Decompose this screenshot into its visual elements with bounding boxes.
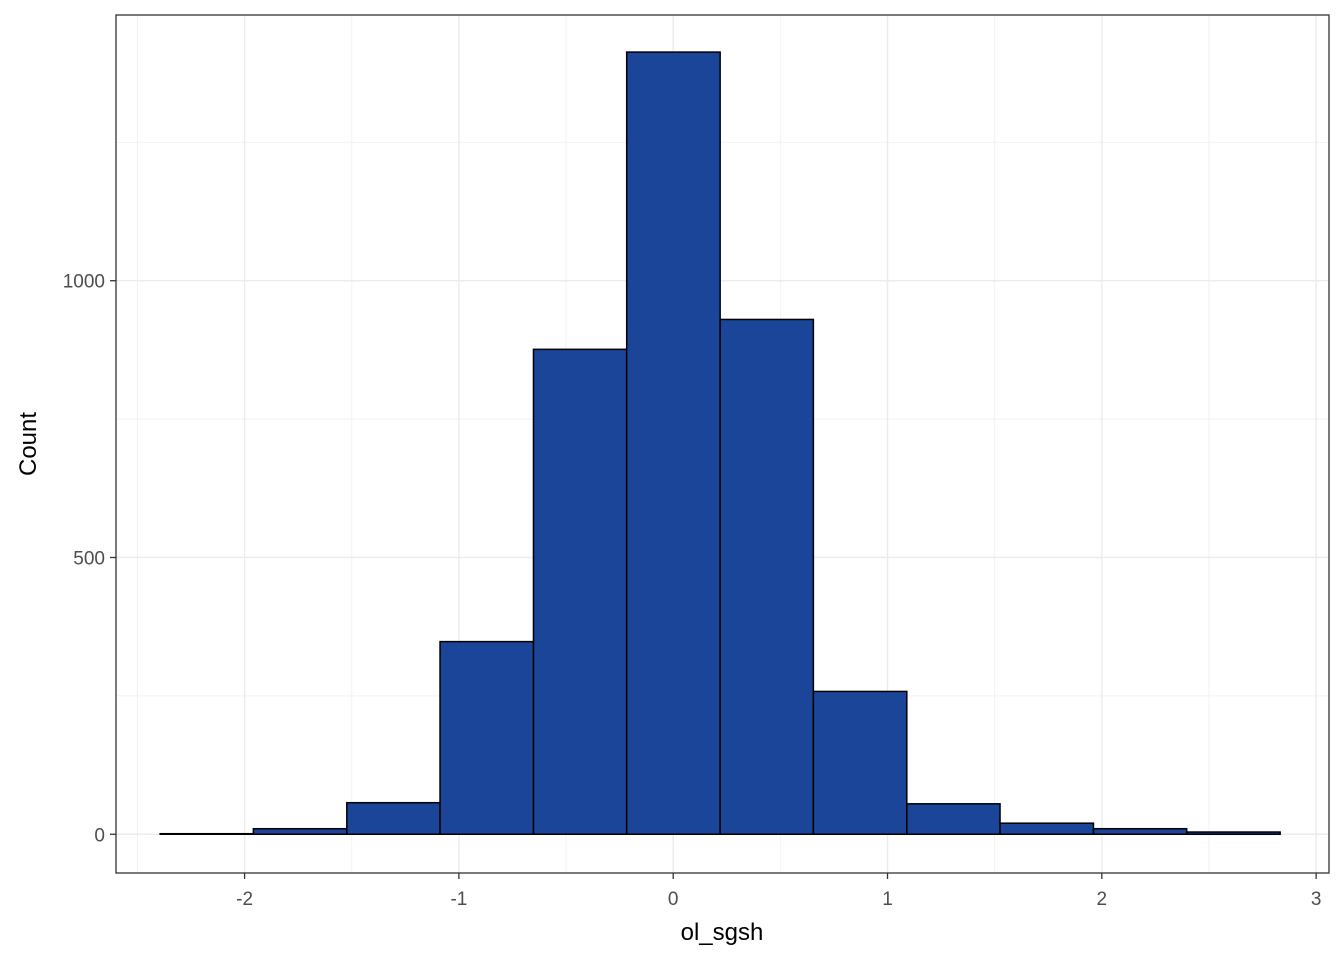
x-tick-label: 1	[882, 889, 893, 910]
x-tick-label: 0	[668, 889, 679, 910]
x-tick-label: 2	[1097, 889, 1108, 910]
histogram-bars	[159, 51, 1281, 836]
histogram-bar	[906, 803, 1001, 836]
histogram-bar	[346, 801, 441, 836]
y-tick-label: 1000	[63, 272, 105, 293]
histogram-bar	[159, 832, 255, 836]
histogram-bar	[439, 640, 535, 836]
histogram-bar	[812, 690, 908, 836]
x-tick-label: -1	[450, 889, 467, 910]
y-tick-label: 0	[94, 825, 105, 846]
y-axis-ticks: 0 500 1000	[63, 272, 116, 846]
histogram-bar	[625, 51, 721, 836]
histogram-bar	[1092, 827, 1188, 836]
histogram-bar	[719, 318, 815, 836]
y-tick-label: 500	[73, 548, 105, 569]
histogram-bar	[532, 348, 628, 836]
x-tick-label: -2	[236, 889, 253, 910]
plot-border	[115, 14, 1330, 874]
x-axis-title: ol_sgsh	[681, 919, 764, 946]
histogram-bar	[252, 827, 348, 836]
x-tick-label: 3	[1311, 889, 1322, 910]
y-axis-title: Count	[15, 412, 42, 476]
histogram-bar	[1185, 831, 1281, 836]
x-axis-ticks: -2 -1 0 1 2 3	[236, 873, 1321, 910]
histogram-bar	[999, 822, 1095, 836]
